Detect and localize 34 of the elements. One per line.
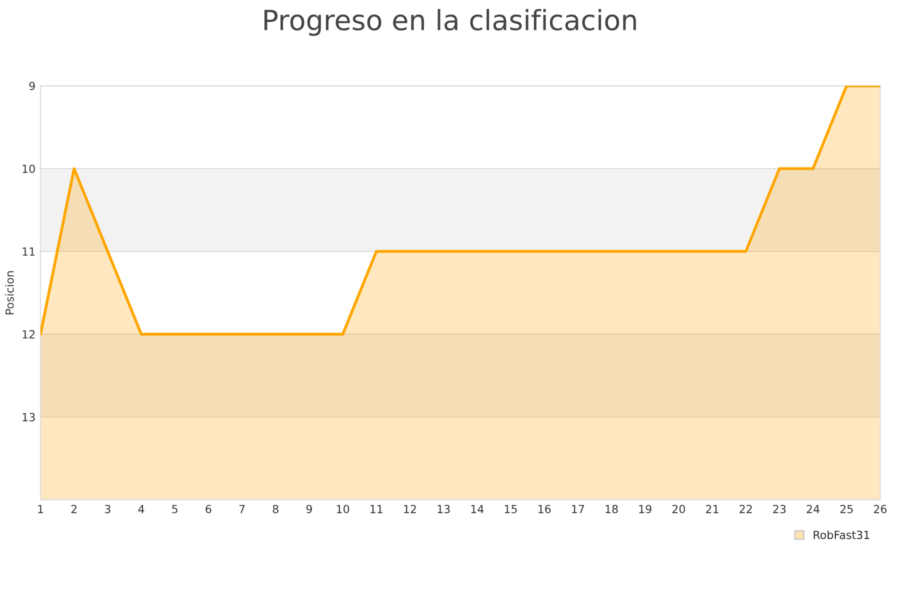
x-tick-label: 3 [104,504,110,514]
x-tick-label: 12 [404,504,416,514]
x-tick-label: 17 [572,505,584,514]
x-tick-label: 16 [538,504,551,514]
x-tick-label: 6 [206,504,212,514]
x-tick-label: 26 [874,504,887,514]
x-tick-label: 21 [706,504,718,514]
x-tick-label: 2 [71,504,77,514]
y-axis-title: Posicion [5,271,14,314]
x-tick-label: 8 [272,504,278,514]
x-tick-label: 9 [306,504,312,514]
x-tick-label: 13 [438,504,450,514]
x-tick-label: 20 [672,504,686,514]
x-tick-label: 15 [504,505,517,514]
x-tick-label: 11 [370,505,382,514]
y-tick-label: 10 [22,164,35,173]
x-tick-label: 5 [172,505,178,514]
x-tick-label: 18 [606,504,618,514]
y-tick-label: 9 [29,82,35,90]
x-tick-label: 7 [239,505,245,514]
y-tick-label: 13 [22,412,35,422]
y-tick-label: 11 [22,248,35,256]
x-tick-label: 19 [639,504,652,514]
x-tick-label: 1 [38,505,44,514]
x-tick-label: 25 [840,504,853,514]
x-tick-label: 24 [806,504,820,514]
x-tick-label: 22 [740,504,752,514]
x-tick-label: 4 [138,505,144,514]
legend-label: RobFast31 [814,530,870,540]
x-tick-label: 14 [471,505,484,514]
x-tick-label: 23 [773,504,786,514]
chart-title: Progreso en la clasificacion [264,9,636,36]
y-tick-label: 12 [22,330,35,338]
x-tick-label: 10 [336,504,350,514]
